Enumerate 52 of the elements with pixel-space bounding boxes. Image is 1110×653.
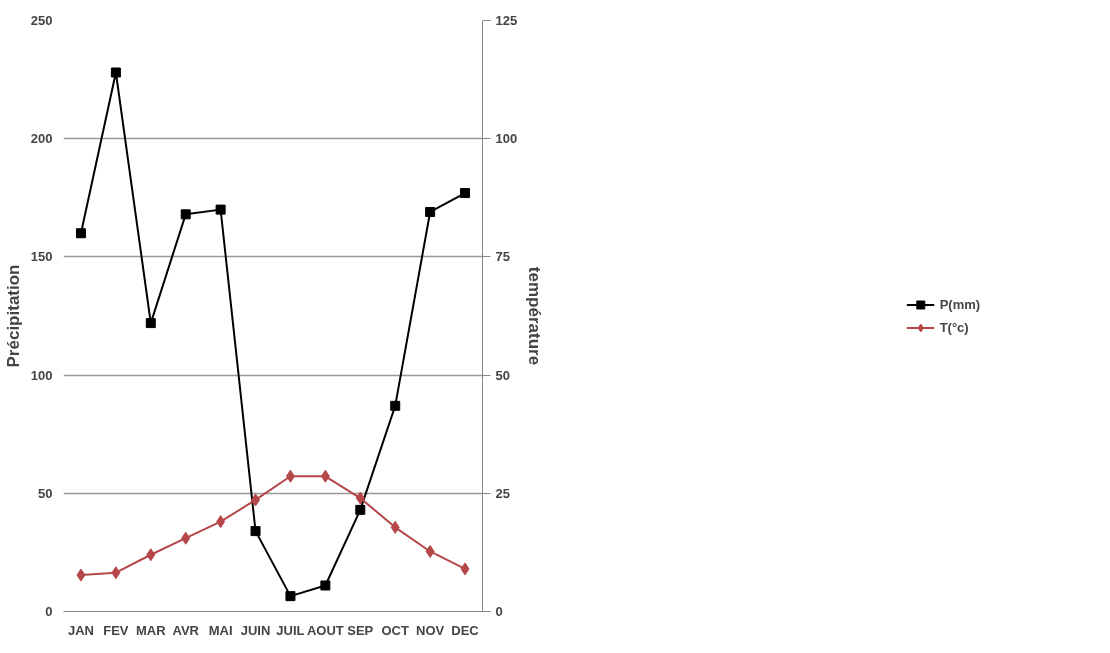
x-tick-label: JAN bbox=[67, 622, 94, 638]
point bbox=[215, 204, 226, 215]
point bbox=[460, 562, 470, 576]
point bbox=[251, 493, 261, 507]
point bbox=[216, 515, 226, 529]
point bbox=[181, 531, 191, 545]
point bbox=[460, 188, 471, 199]
y2-tick-label: 125 bbox=[495, 13, 518, 28]
x-tick-label: AVR bbox=[172, 622, 200, 638]
point bbox=[390, 520, 400, 534]
y-tick-label: 150 bbox=[30, 249, 53, 265]
x-tick-label: NOV bbox=[416, 622, 445, 638]
x-tick-label: JUIN bbox=[240, 622, 271, 638]
point bbox=[111, 566, 121, 580]
point bbox=[145, 318, 156, 329]
y2-axis-title: température bbox=[525, 266, 545, 366]
point bbox=[285, 591, 296, 602]
x-tick-label: DEC bbox=[451, 622, 480, 638]
point bbox=[355, 491, 365, 505]
legend-label: P(mm) bbox=[939, 296, 981, 312]
point bbox=[390, 400, 401, 411]
point bbox=[425, 206, 436, 217]
point bbox=[76, 568, 86, 582]
y-tick-label: 100 bbox=[30, 367, 53, 383]
x-tick-label: MAI bbox=[208, 622, 233, 638]
y-tick-label: 50 bbox=[38, 485, 53, 501]
point bbox=[425, 544, 435, 558]
point bbox=[320, 469, 330, 483]
y-tick-label: 200 bbox=[30, 131, 53, 147]
point bbox=[146, 548, 156, 562]
point bbox=[285, 469, 295, 483]
point bbox=[180, 209, 191, 220]
y2-tick-label: 50 bbox=[495, 367, 510, 383]
x-tick-label: FEV bbox=[103, 622, 129, 638]
x-tick-label: SEP bbox=[347, 622, 374, 638]
y-tick-label: 0 bbox=[45, 604, 53, 619]
y2-tick-label: 0 bbox=[495, 604, 503, 619]
point bbox=[250, 526, 261, 537]
point bbox=[110, 67, 121, 78]
y2-tick-label: 25 bbox=[495, 485, 510, 501]
y2-tick-label: 75 bbox=[495, 249, 510, 265]
y-axis-title: Précipitation bbox=[3, 264, 23, 368]
point bbox=[355, 504, 366, 515]
x-tick-label: OCT bbox=[381, 622, 409, 638]
legend-label: T(°c) bbox=[939, 319, 969, 335]
point bbox=[75, 228, 86, 239]
x-tick-label: MAR bbox=[135, 622, 167, 638]
y2-tick-label: 100 bbox=[495, 131, 518, 147]
y-tick-label: 250 bbox=[30, 13, 53, 28]
x-tick-label: AOUT bbox=[306, 622, 344, 638]
x-tick-label: JUIL bbox=[276, 622, 305, 638]
point bbox=[320, 580, 331, 591]
